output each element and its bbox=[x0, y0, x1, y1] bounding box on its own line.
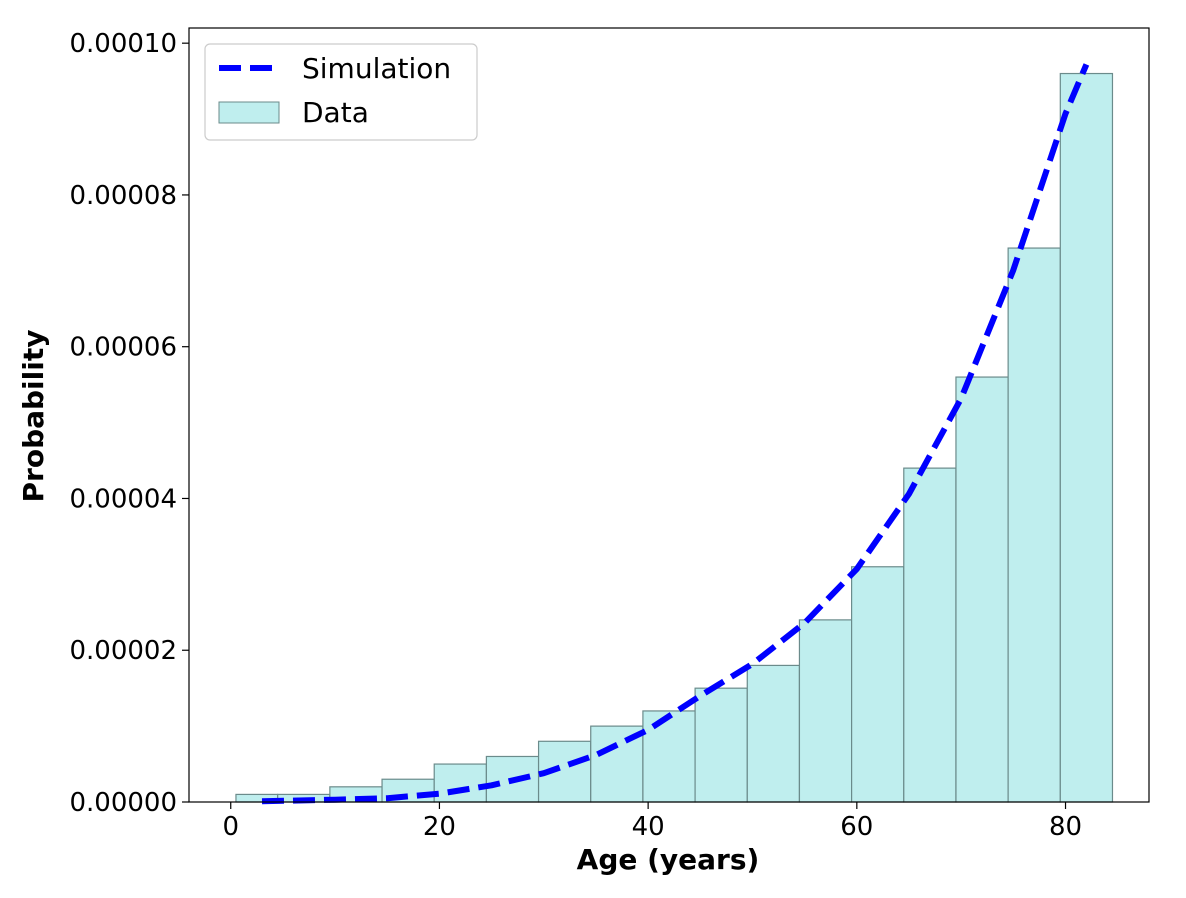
histogram-bars bbox=[235, 72, 1114, 803]
y-tick-label: 0.00008 bbox=[69, 181, 177, 211]
histogram-bar bbox=[746, 664, 801, 803]
simulation-line bbox=[261, 63, 1090, 805]
histogram-bar bbox=[433, 763, 487, 803]
legend: Simulation Data bbox=[204, 43, 478, 141]
x-tick-label: 80 bbox=[1049, 812, 1082, 842]
y-tick-label: 0.00006 bbox=[69, 333, 177, 363]
x-tick-label: 0 bbox=[222, 812, 239, 842]
histogram-bar bbox=[903, 467, 957, 803]
plot-frame bbox=[188, 27, 1150, 803]
histogram-bar bbox=[1007, 247, 1061, 803]
simulation-line-layer bbox=[261, 63, 1090, 805]
x-tick-label: 40 bbox=[632, 812, 665, 842]
legend-data-label: Data bbox=[302, 96, 369, 129]
histogram-bar bbox=[694, 687, 748, 803]
histogram-bar bbox=[642, 710, 696, 803]
histogram-bar bbox=[955, 376, 1009, 803]
x-tick-label: 20 bbox=[423, 812, 456, 842]
x-axis-title: Age (years) bbox=[577, 843, 760, 876]
y-tick-label: 0.00010 bbox=[69, 29, 177, 59]
x-axis-ticks: 0 20 40 60 80 bbox=[222, 802, 1082, 842]
histogram-bar bbox=[1059, 72, 1114, 803]
x-tick-label: 60 bbox=[840, 812, 873, 842]
histogram-bar bbox=[851, 566, 905, 803]
y-tick-label: 0.00004 bbox=[69, 484, 177, 514]
histogram-bar bbox=[798, 619, 853, 803]
y-tick-label: 0.00002 bbox=[69, 636, 177, 666]
y-axis-title: Probability bbox=[17, 330, 50, 503]
y-axis-ticks: 0.00000 0.00002 0.00004 0.00006 0.00008 0.000… bbox=[69, 29, 189, 818]
y-tick-label: 0.00000 bbox=[69, 788, 177, 818]
legend-simulation-label: Simulation bbox=[302, 52, 451, 85]
legend-data-swatch bbox=[218, 101, 280, 124]
